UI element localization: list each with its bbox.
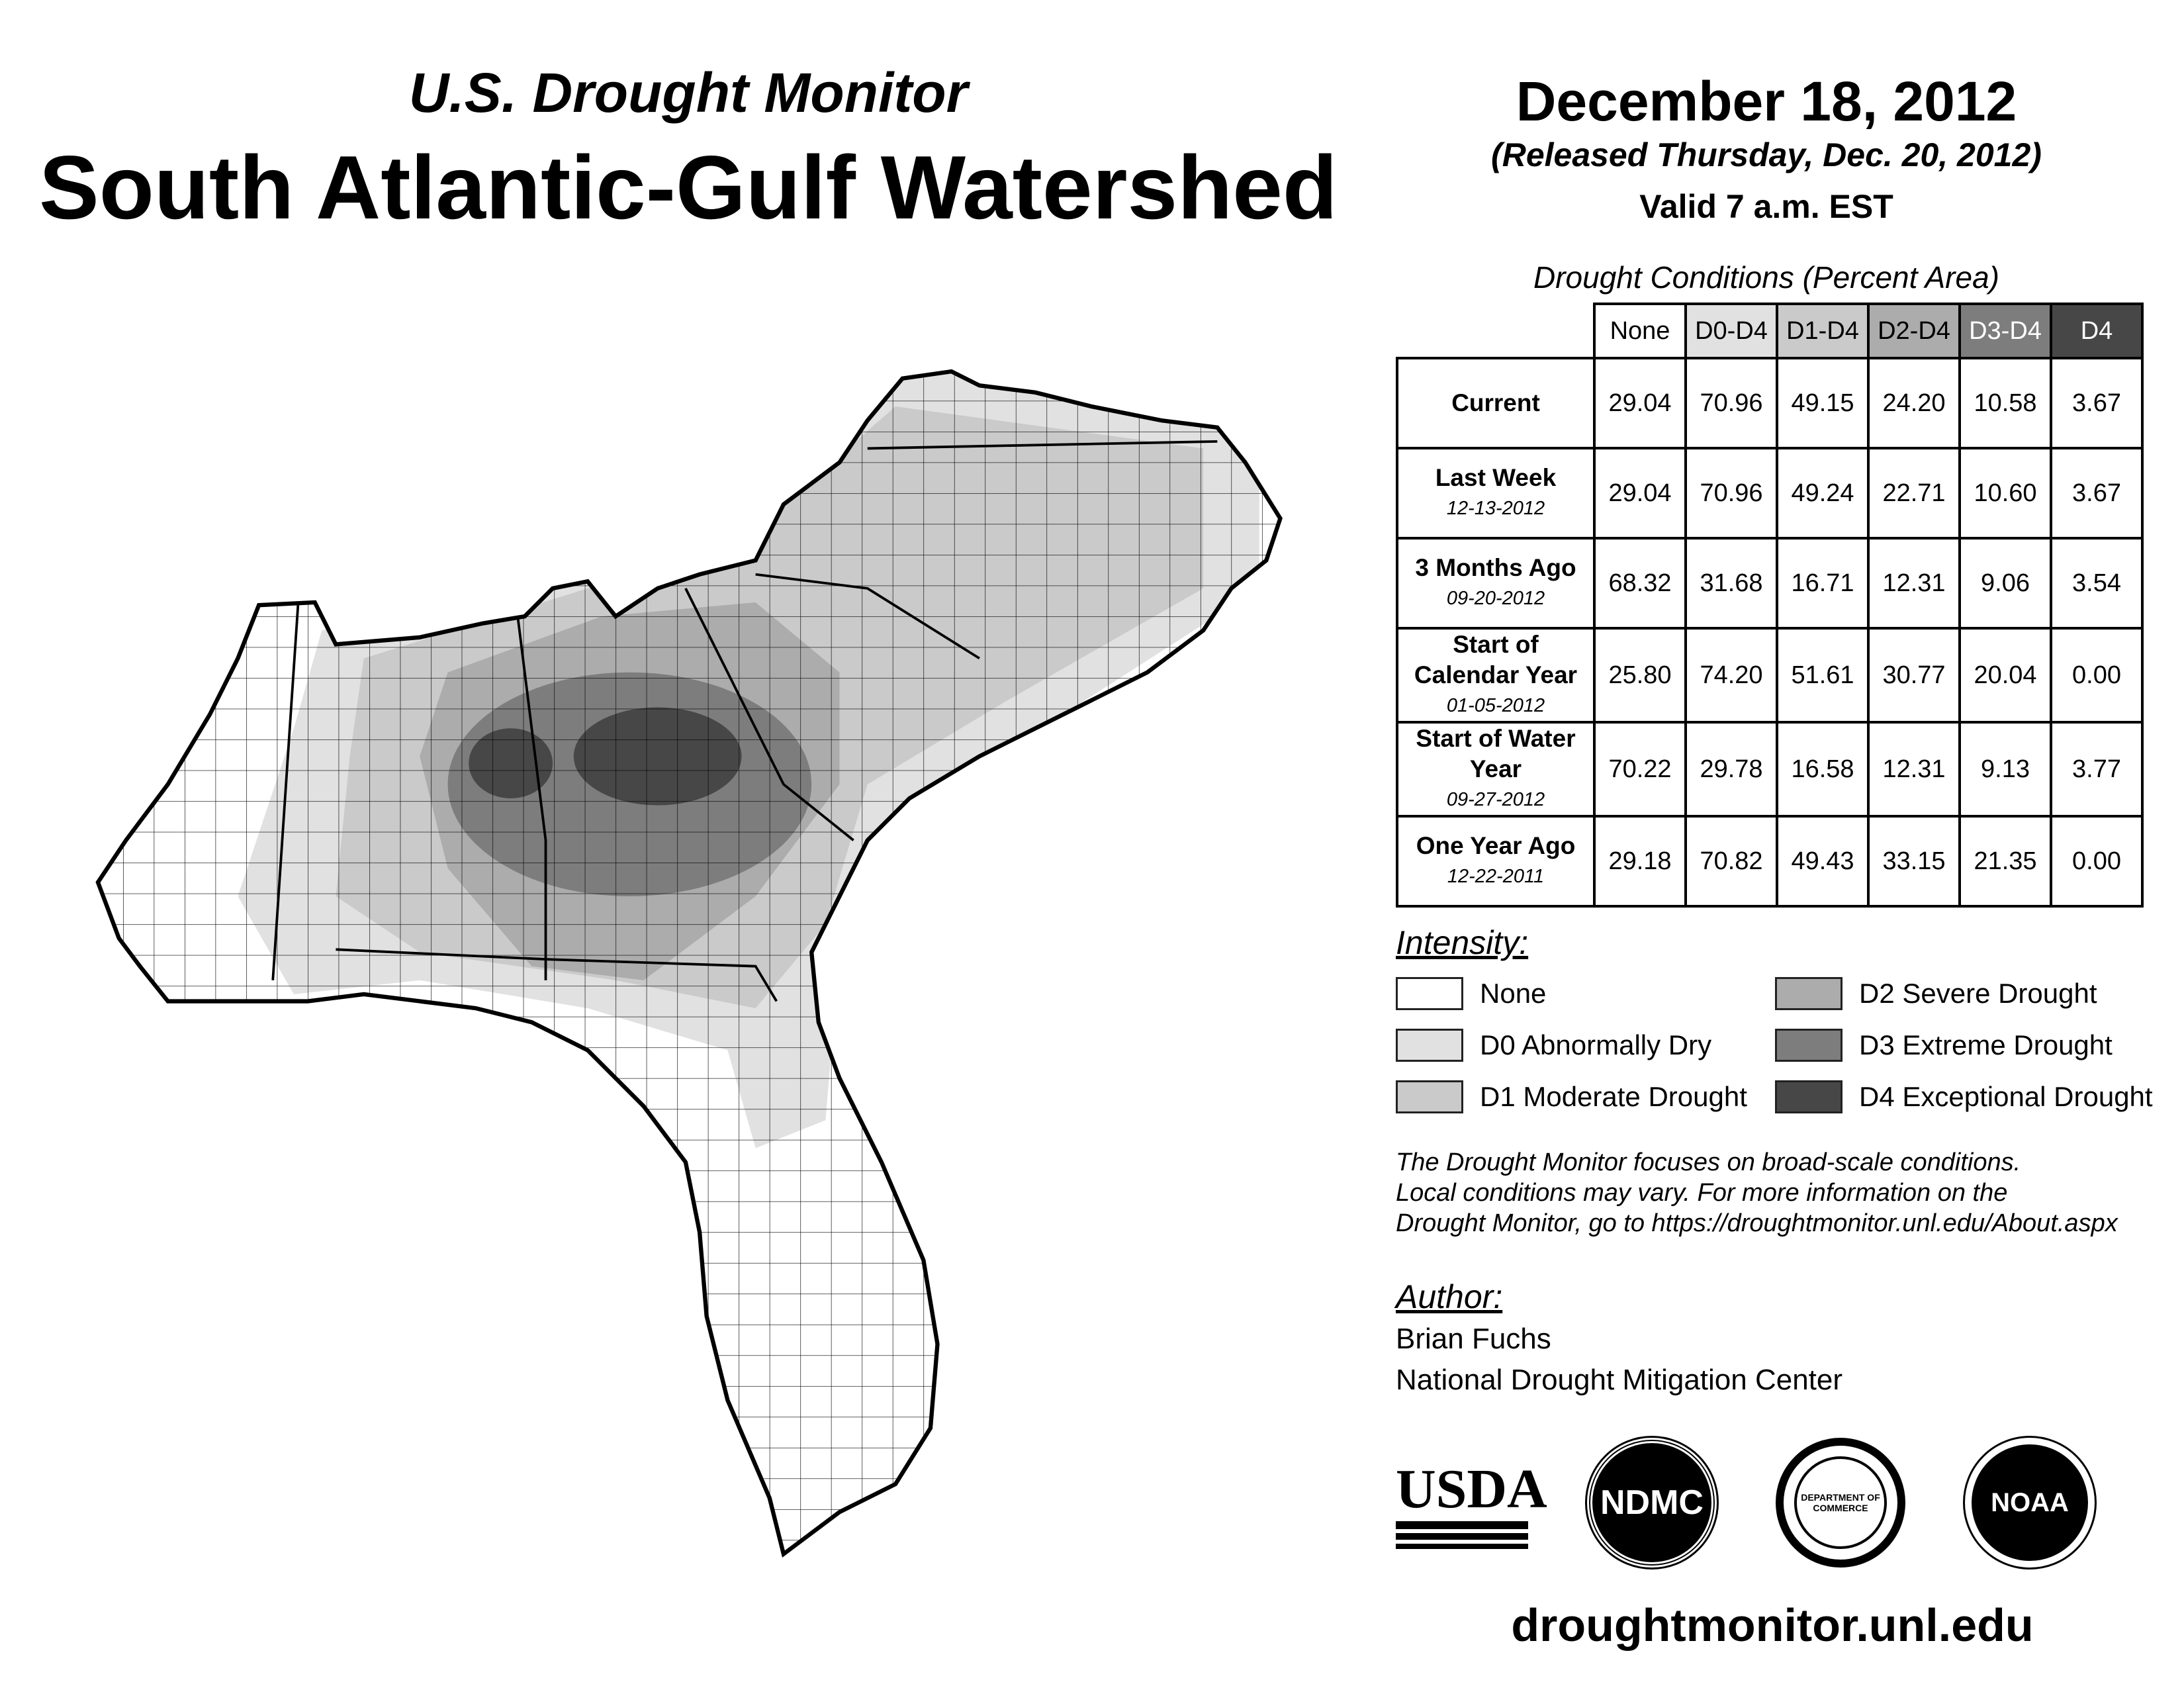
drought-conditions-table: None D0-D4 D1-D4 D2-D4 D3-D4 D4 Current 2… [1396, 303, 2144, 908]
table-cell: 25.80 [1593, 627, 1687, 724]
table-header-row: None D0-D4 D1-D4 D2-D4 D3-D4 D4 [1397, 303, 2144, 359]
row-label: One Year Ago 12-22-2011 [1396, 815, 1596, 908]
legend-label: D2 Severe Drought [1859, 978, 2097, 1009]
table-cell: 29.04 [1593, 447, 1687, 539]
row-label-text: 3 Months Ago [1415, 554, 1576, 581]
release-date: (Released Thursday, Dec. 20, 2012) [1491, 136, 2042, 173]
legend-label: D3 Extreme Drought [1859, 1029, 2113, 1060]
table-cell: 68.32 [1593, 537, 1687, 630]
note-line: Drought Monitor, go to https://droughtmo… [1396, 1209, 2118, 1237]
legend-label: D1 Moderate Drought [1480, 1081, 1747, 1112]
map-date: December 18, 2012 [1516, 70, 2017, 132]
row-date: 12-13-2012 [1446, 498, 1545, 519]
table-cell: 70.96 [1684, 447, 1778, 539]
row-label-text: Current [1451, 389, 1540, 416]
table-cell: 49.24 [1776, 447, 1870, 539]
table-cell: 49.15 [1776, 357, 1870, 449]
table-row: Start of Calendar Year 01-05-2012 25.80 74.… [1396, 627, 2144, 724]
legend-label: D4 Exceptional Drought [1859, 1081, 2153, 1112]
table-row: Start of Water Year 09-27-2012 70.22 29.78 1… [1396, 721, 2144, 818]
col-d3-d4: D3-D4 [1958, 303, 2052, 359]
table-caption: Drought Conditions (Percent Area) [1533, 260, 1999, 295]
table-cell: 3.54 [2050, 537, 2144, 630]
table-cell: 70.96 [1684, 357, 1778, 449]
table-cell: 3.77 [2050, 721, 2144, 818]
table-cell: 12.31 [1867, 721, 1961, 818]
legend-swatch [1775, 1080, 1843, 1113]
noaa-logo: NOAA [1963, 1436, 2097, 1570]
table-cell: 29.04 [1593, 357, 1687, 449]
table-cell: 22.71 [1867, 447, 1961, 539]
legend-swatch [1775, 1029, 1843, 1062]
table-cell: 49.43 [1776, 815, 1870, 908]
table-cell: 30.77 [1867, 627, 1961, 724]
table-cell: 10.58 [1958, 357, 2052, 449]
table-cell: 29.78 [1684, 721, 1778, 818]
legend-swatch [1396, 1080, 1463, 1113]
author-org: National Drought Mitigation Center [1396, 1364, 1843, 1396]
table-cell: 3.67 [2050, 357, 2144, 449]
table-cell: 31.68 [1684, 537, 1778, 630]
col-d1-d4: D1-D4 [1776, 303, 1870, 359]
legend-swatch [1396, 1029, 1463, 1062]
table-cell: 70.82 [1684, 815, 1778, 908]
table-cell: 9.13 [1958, 721, 2052, 818]
row-label: Start of Water Year 09-27-2012 [1396, 721, 1596, 818]
table-cell: 24.20 [1867, 357, 1961, 449]
legend-swatch [1396, 977, 1463, 1010]
table-cell: 3.67 [2050, 447, 2144, 539]
table-cell: 21.35 [1958, 815, 2052, 908]
table-cell: 70.22 [1593, 721, 1687, 818]
col-d4: D4 [2050, 303, 2144, 359]
table-cell: 0.00 [2050, 815, 2144, 908]
row-label: Current [1396, 357, 1596, 449]
state-boundaries [271, 440, 1218, 1002]
table-row: Current 29.04 70.96 49.15 24.20 10.58 3.67 [1396, 357, 2144, 449]
legend-label: D0 Abnormally Dry [1480, 1029, 1712, 1060]
legend-label: None [1480, 978, 1547, 1009]
row-date: 12-22-2011 [1447, 866, 1545, 887]
table-cell: 10.60 [1958, 447, 2052, 539]
website-url[interactable]: droughtmonitor.unl.edu [1511, 1599, 2034, 1651]
row-label: 3 Months Ago 09-20-2012 [1396, 537, 1596, 630]
valid-time: Valid 7 a.m. EST [1639, 188, 1893, 225]
map-title: South Atlantic-Gulf Watershed [39, 137, 1338, 238]
row-date: 09-27-2012 [1446, 789, 1545, 810]
row-label-text: Start of Water Year [1416, 725, 1576, 782]
col-d2-d4: D2-D4 [1867, 303, 1961, 359]
table-row: 3 Months Ago 09-20-2012 68.32 31.68 16.71 12.… [1396, 537, 2144, 630]
monitor-subtitle: U.S. Drought Monitor [408, 62, 968, 124]
row-label-text: Last Week [1435, 464, 1557, 491]
author-title: Author: [1396, 1278, 1503, 1315]
table-row: One Year Ago 12-22-2011 29.18 70.82 49.43 33.… [1396, 815, 2144, 908]
drought-map [0, 0, 1324, 1622]
author-name: Brian Fuchs [1396, 1323, 1551, 1355]
table-cell: 16.71 [1776, 537, 1870, 630]
table-cell: 0.00 [2050, 627, 2144, 724]
table-row: Last Week 12-13-2012 29.04 70.96 49.24 22.71 1… [1396, 447, 2144, 539]
table-cell: 12.31 [1867, 537, 1961, 630]
row-label: Last Week 12-13-2012 [1396, 447, 1596, 539]
table-cell: 16.58 [1776, 721, 1870, 818]
table-cell: 9.06 [1958, 537, 2052, 630]
note-line: Local conditions may vary. For more info… [1396, 1179, 2008, 1207]
row-date: 01-05-2012 [1446, 695, 1545, 716]
row-date: 09-20-2012 [1446, 588, 1545, 609]
col-none: None [1593, 303, 1687, 359]
table-cell: 20.04 [1958, 627, 2052, 724]
row-label-text: One Year Ago [1416, 832, 1576, 859]
usda-logo: USDA [1396, 1462, 1547, 1549]
table-cell: 74.20 [1684, 627, 1778, 724]
note-line: The Drought Monitor focuses on broad-sca… [1396, 1149, 2021, 1176]
row-label: Start of Calendar Year 01-05-2012 [1396, 627, 1596, 724]
table-cell: 29.18 [1593, 815, 1687, 908]
table-cell: 33.15 [1867, 815, 1961, 908]
table-cell: 51.61 [1776, 627, 1870, 724]
row-label-text: Start of Calendar Year [1414, 631, 1578, 688]
legend-swatch [1775, 977, 1843, 1010]
legend-title: Intensity: [1396, 924, 1529, 961]
doc-seal-logo: DEPARTMENT OF COMMERCE [1776, 1438, 1905, 1568]
ndmc-logo: NDMC [1585, 1436, 1719, 1570]
col-d0-d4: D0-D4 [1684, 303, 1778, 359]
